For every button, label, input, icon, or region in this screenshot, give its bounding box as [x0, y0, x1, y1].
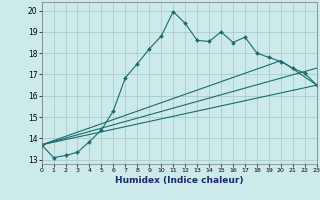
X-axis label: Humidex (Indice chaleur): Humidex (Indice chaleur) — [115, 176, 244, 185]
